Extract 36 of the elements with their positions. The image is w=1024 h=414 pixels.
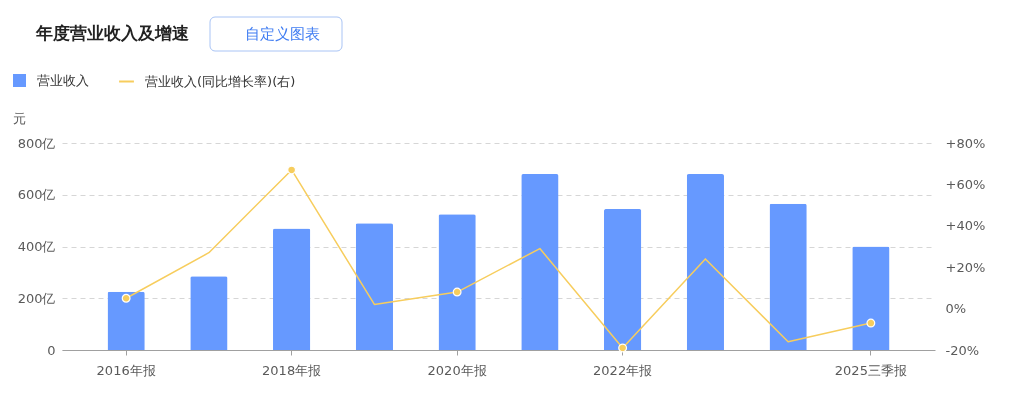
chart-title: 年度营业收入及增速	[35, 22, 189, 43]
y2-tick-label: 0%	[945, 301, 967, 317]
y-tick-label: 400亿	[17, 239, 56, 254]
bar	[521, 174, 559, 350]
legend-label: 营业收入(同比增长率)(右)	[145, 73, 296, 89]
x-tick-label: 2018年报	[262, 362, 322, 378]
bar	[107, 291, 145, 350]
y2-tick-label: +40%	[945, 218, 986, 234]
bar	[852, 246, 890, 350]
legend-label: 营业收入	[37, 72, 89, 88]
point	[287, 165, 297, 175]
y2-tick-label: +20%	[945, 259, 986, 275]
bar	[604, 208, 642, 350]
y-axis-title: 元	[12, 110, 26, 126]
y-tick-label: 0	[47, 342, 56, 358]
point	[121, 293, 131, 303]
bar	[190, 276, 228, 350]
y-tick-label: 200亿	[17, 290, 56, 306]
bar	[273, 228, 311, 350]
bar	[438, 214, 476, 350]
point	[866, 318, 876, 328]
point	[452, 287, 462, 297]
bar	[355, 223, 393, 350]
y-tick-label: 600亿	[17, 187, 56, 203]
y-tick-label: 800亿	[17, 135, 56, 151]
bar	[769, 203, 807, 350]
y2-tick-label: +80%	[945, 135, 986, 151]
x-tick-label: 2020年报	[427, 362, 487, 378]
x-tick-label: 2025三季报	[834, 362, 907, 378]
point	[618, 343, 628, 353]
bar	[686, 174, 724, 350]
x-tick-label: 2016年报	[96, 362, 156, 378]
x-tick-label: 2022年报	[593, 362, 653, 378]
text: 自定义图表	[245, 25, 320, 43]
y2-tick-label: +60%	[945, 176, 986, 192]
y2-tick-label: -20%	[945, 342, 980, 358]
